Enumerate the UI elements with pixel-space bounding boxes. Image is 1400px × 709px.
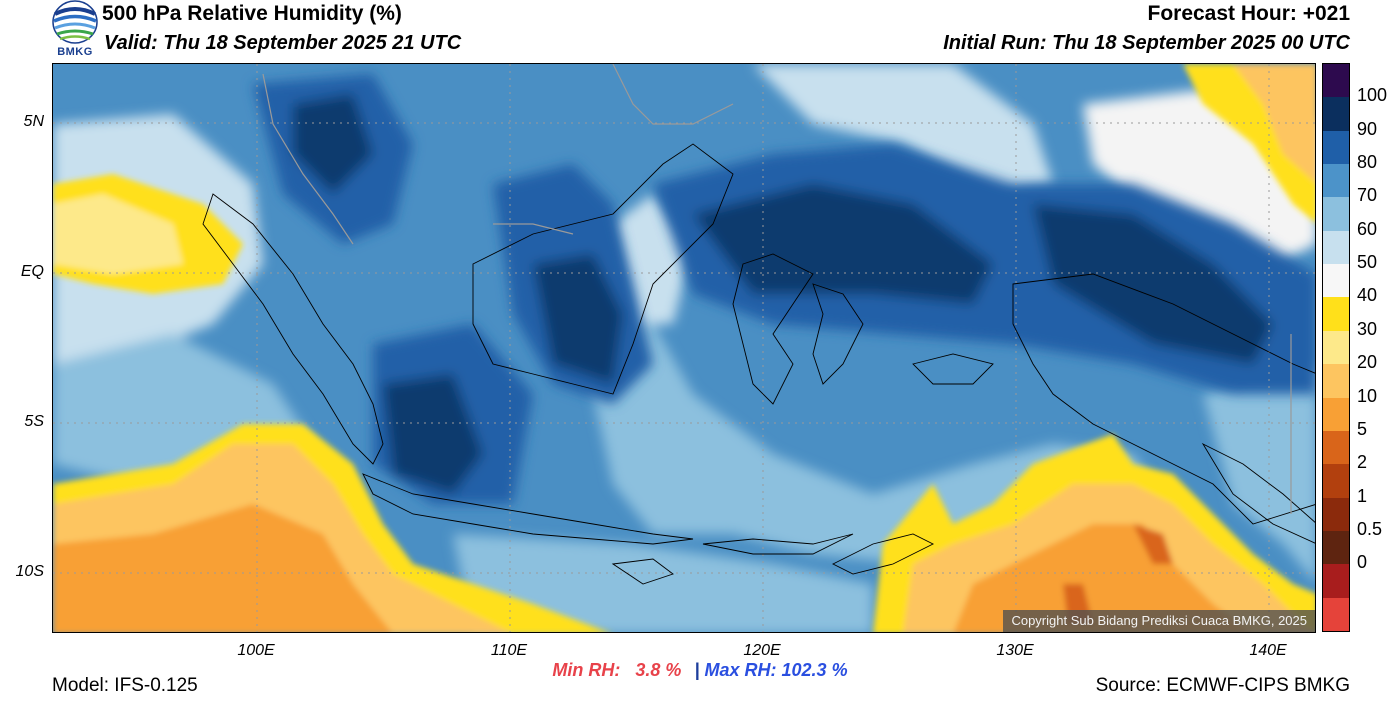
bmkg-logo-icon	[52, 0, 98, 44]
colorbar-label: 0	[1357, 552, 1368, 573]
humidity-field	[53, 64, 1315, 632]
max-rh: Max RH: 102.3 %	[704, 660, 848, 680]
colorbar-segment	[1323, 164, 1349, 199]
colorbar-segment	[1323, 264, 1349, 299]
min-rh-label: Min RH:	[552, 660, 621, 680]
x-tick-100e: 100E	[237, 642, 275, 659]
colorbar	[1322, 63, 1350, 632]
colorbar-label: 70	[1357, 185, 1378, 206]
moist-high-zones	[253, 74, 1315, 504]
y-tick-10s: 10S	[15, 563, 44, 580]
map-title: 500 hPa Relative Humidity (%)	[102, 2, 402, 25]
colorbar-segment	[1323, 364, 1349, 399]
lat-lon-grid	[53, 64, 1315, 632]
colorbar-segment	[1323, 497, 1349, 532]
x-tick-130e: 130E	[996, 642, 1034, 659]
x-tick-110e: 110E	[490, 642, 528, 659]
colorbar-label: 1	[1357, 485, 1368, 506]
colorbar-label: 20	[1357, 352, 1378, 373]
y-tick-5s: 5S	[24, 413, 44, 430]
coastlines	[202, 143, 1315, 585]
colorbar-label: 60	[1357, 218, 1378, 239]
model-label: Model: IFS-0.125	[52, 675, 198, 696]
y-tick-5n: 5N	[23, 113, 44, 130]
colorbar-label: 30	[1357, 318, 1378, 339]
colorbar-segment	[1323, 397, 1349, 432]
colorbar-label: 2	[1357, 452, 1368, 473]
humidity-map: Copyright Sub Bidang Prediksi Cuaca BMKG…	[52, 63, 1316, 633]
rh-stats: Min RH: 3.8 % | Max RH: 102.3 %	[0, 660, 1400, 681]
colorbar-label: 90	[1357, 118, 1378, 139]
initial-run: Initial Run: Thu 18 September 2025 00 UT…	[943, 32, 1350, 54]
source-label: Source: ECMWF-CIPS BMKG	[1095, 675, 1350, 696]
colorbar-segment	[1323, 430, 1349, 466]
min-rh-value: 3.8 %	[635, 660, 682, 680]
x-tick-140e: 140E	[1249, 642, 1287, 659]
colorbar-label: 100	[1357, 85, 1388, 106]
colorbar-segment	[1323, 197, 1349, 232]
colorbar-segment	[1323, 564, 1349, 599]
bmkg-logo	[52, 0, 98, 62]
colorbar-segment	[1323, 230, 1349, 266]
forecast-hour: Forecast Hour: +021	[1147, 2, 1351, 25]
colorbar-label: 5	[1357, 418, 1368, 439]
stats-separator: |	[694, 660, 700, 680]
colorbar-segment	[1323, 597, 1349, 631]
colorbar-segment	[1323, 130, 1349, 166]
colorbar-label: 50	[1357, 252, 1378, 273]
colorbar-segment	[1323, 330, 1349, 366]
colorbar-label: 40	[1357, 285, 1378, 306]
x-tick-120e: 120E	[743, 642, 781, 659]
copyright-notice: Copyright Sub Bidang Prediksi Cuaca BMKG…	[1003, 610, 1315, 632]
colorbar-label: 0.5	[1357, 518, 1383, 539]
colorbar-label: 10	[1357, 385, 1378, 406]
dry-zones	[53, 64, 1315, 632]
colorbar-segment	[1323, 530, 1349, 566]
colorbar-segment	[1323, 97, 1349, 132]
colorbar-segment	[1323, 464, 1349, 499]
colorbar-segment	[1323, 297, 1349, 332]
y-tick-eq: EQ	[20, 263, 44, 280]
colorbar-label: 80	[1357, 152, 1378, 173]
borders	[262, 64, 1292, 514]
colorbar-segment	[1323, 64, 1349, 99]
valid-time: Valid: Thu 18 September 2025 21 UTC	[104, 32, 462, 54]
logo-text: BMKG	[57, 46, 93, 58]
